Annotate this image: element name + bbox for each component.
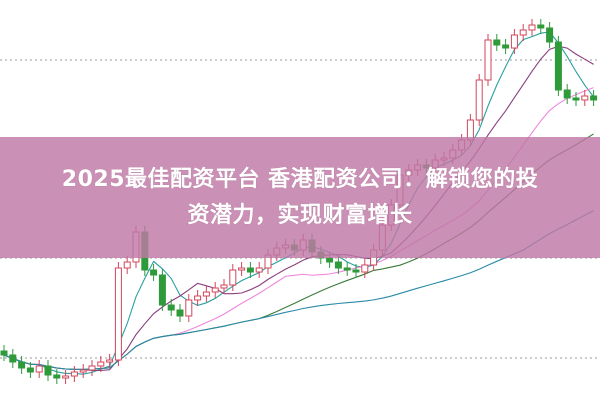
moving-average-line-ma60 xyxy=(3,210,594,370)
moving-average-line-ma10 xyxy=(3,45,594,372)
candle-body xyxy=(79,369,87,373)
candle-body xyxy=(581,95,589,101)
candle-body xyxy=(123,261,131,269)
candle-body xyxy=(0,350,8,356)
candle-body xyxy=(554,41,562,91)
candle-body xyxy=(9,354,17,363)
candle-body xyxy=(114,267,122,361)
candle-body xyxy=(97,361,105,367)
candle-body xyxy=(546,27,554,43)
candle-body xyxy=(246,267,254,273)
candle-body xyxy=(343,267,351,271)
candle-body xyxy=(493,39,501,46)
candle-body xyxy=(220,284,228,289)
candle-body xyxy=(44,365,52,376)
candle-body xyxy=(510,34,518,49)
title-banner: 2025最佳配资平台 香港配资公司：解锁您的投 资潜力，实现财富增长 xyxy=(0,137,600,258)
candle-body xyxy=(255,267,263,273)
candle-body xyxy=(35,365,43,373)
candle-body xyxy=(150,269,158,276)
candle-body xyxy=(519,29,527,36)
candle-body xyxy=(70,371,78,377)
candle-body xyxy=(53,374,61,379)
candle-body xyxy=(229,269,237,286)
candle-body xyxy=(238,267,246,271)
candle-body xyxy=(194,295,202,301)
candle-body xyxy=(88,365,96,371)
candle-body xyxy=(502,44,510,49)
candle-body xyxy=(361,264,369,273)
candle-body xyxy=(484,39,492,81)
candle-body xyxy=(572,97,580,101)
candle-body xyxy=(211,287,219,293)
candle-body xyxy=(62,375,70,379)
candle-body xyxy=(158,274,166,306)
candle-body xyxy=(326,257,334,263)
candle-body xyxy=(18,361,26,369)
candle-body xyxy=(176,309,184,317)
candle-body xyxy=(185,299,193,317)
candle-body xyxy=(563,89,571,99)
candle-body xyxy=(590,95,598,101)
banner-title-line-2: 资潜力，实现财富增长 xyxy=(187,202,413,228)
banner-title-line-1: 2025最佳配资平台 香港配资公司：解锁您的投 xyxy=(61,166,539,192)
candle-body xyxy=(475,79,483,121)
candle-body xyxy=(106,359,114,363)
candle-body xyxy=(528,24,536,31)
candle-body xyxy=(537,24,545,29)
candle-body xyxy=(167,304,175,311)
candle-body xyxy=(26,367,34,373)
candle-body xyxy=(352,269,360,273)
candle-body xyxy=(334,261,342,269)
candle-body xyxy=(202,291,210,297)
